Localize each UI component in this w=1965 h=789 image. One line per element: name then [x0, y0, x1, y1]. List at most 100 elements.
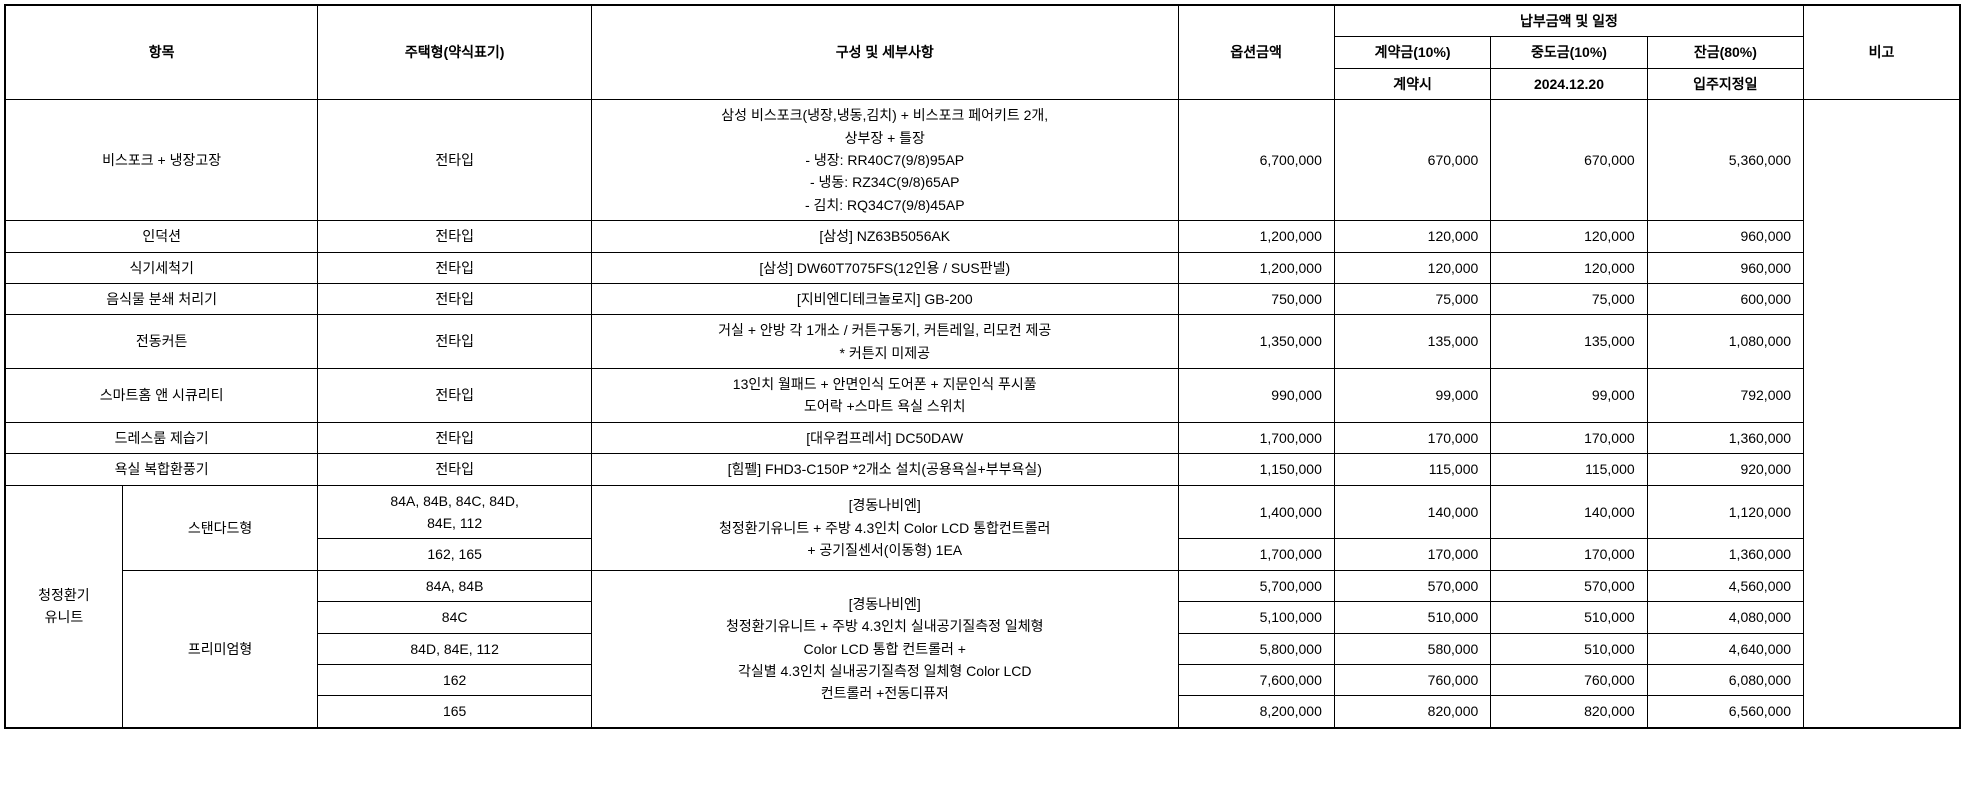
payment2-cell: 120,000 [1491, 221, 1647, 252]
type-cell: 84A, 84B [318, 570, 592, 601]
amount-cell: 5,100,000 [1178, 602, 1334, 633]
payment1-cell: 760,000 [1334, 664, 1490, 695]
amount-cell: 8,200,000 [1178, 696, 1334, 728]
payment1-cell: 75,000 [1334, 283, 1490, 314]
item-cell: 음식물 분쇄 처리기 [5, 283, 318, 314]
payment3-cell: 4,560,000 [1647, 570, 1803, 601]
payment1-cell: 120,000 [1334, 221, 1490, 252]
payment2-cell: 75,000 [1491, 283, 1647, 314]
type-cell: 84D, 84E, 112 [318, 633, 592, 664]
header-payment-schedule: 납부금액 및 일정 [1334, 5, 1803, 37]
item-cell: 드레스룸 제습기 [5, 422, 318, 453]
amount-cell: 990,000 [1178, 369, 1334, 423]
type-cell: 전타입 [318, 221, 592, 252]
payment3-cell: 792,000 [1647, 369, 1803, 423]
payment2-cell: 510,000 [1491, 633, 1647, 664]
payment1-cell: 135,000 [1334, 315, 1490, 369]
header-item: 항목 [5, 5, 318, 100]
payment2-cell: 670,000 [1491, 100, 1647, 221]
type-cell: 전타입 [318, 315, 592, 369]
header-housing-type: 주택형(약식표기) [318, 5, 592, 100]
type-cell: 전타입 [318, 283, 592, 314]
item-cell: 욕실 복합환풍기 [5, 454, 318, 485]
detail-cell: 13인치 월패드 + 안면인식 도어폰 + 지문인식 푸시풀 도어락 +스마트 … [591, 369, 1178, 423]
payment3-cell: 4,640,000 [1647, 633, 1803, 664]
payment1-cell: 120,000 [1334, 252, 1490, 283]
payment3-cell: 4,080,000 [1647, 602, 1803, 633]
detail-cell: [대우컴프레서] DC50DAW [591, 422, 1178, 453]
detail-cell: [경동나비엔] 청정환기유니트 + 주방 4.3인치 Color LCD 통합컨… [591, 485, 1178, 570]
payment3-cell: 1,120,000 [1647, 485, 1803, 539]
header-deposit-time: 계약시 [1334, 68, 1490, 99]
header-interim: 중도금(10%) [1491, 37, 1647, 68]
payment2-cell: 570,000 [1491, 570, 1647, 601]
table-row: 스마트홈 앤 시큐리티 전타입 13인치 월패드 + 안면인식 도어폰 + 지문… [5, 369, 1960, 423]
table-row: 전동커튼 전타입 거실 + 안방 각 1개소 / 커튼구동기, 커튼레일, 리모… [5, 315, 1960, 369]
table-row: 청정환기 유니트 스탠다드형 84A, 84B, 84C, 84D, 84E, … [5, 485, 1960, 539]
amount-cell: 1,400,000 [1178, 485, 1334, 539]
type-cell: 전타입 [318, 100, 592, 221]
header-balance: 잔금(80%) [1647, 37, 1803, 68]
amount-cell: 1,150,000 [1178, 454, 1334, 485]
payment2-cell: 170,000 [1491, 539, 1647, 570]
options-table: 항목 주택형(약식표기) 구성 및 세부사항 옵션금액 납부금액 및 일정 비고… [4, 4, 1961, 729]
payment3-cell: 600,000 [1647, 283, 1803, 314]
table-row: 음식물 분쇄 처리기 전타입 [지비엔디테크놀로지] GB-200 750,00… [5, 283, 1960, 314]
detail-cell: [힘펠] FHD3-C150P *2개소 설치(공용욕실+부부욕실) [591, 454, 1178, 485]
amount-cell: 750,000 [1178, 283, 1334, 314]
payment1-cell: 170,000 [1334, 539, 1490, 570]
type-cell: 162, 165 [318, 539, 592, 570]
header-row-1: 항목 주택형(약식표기) 구성 및 세부사항 옵션금액 납부금액 및 일정 비고 [5, 5, 1960, 37]
payment2-cell: 170,000 [1491, 422, 1647, 453]
detail-cell: 삼성 비스포크(냉장,냉동,김치) + 비스포크 페어키트 2개, 상부장 + … [591, 100, 1178, 221]
amount-cell: 1,700,000 [1178, 422, 1334, 453]
type-cell: 162 [318, 664, 592, 695]
payment3-cell: 1,080,000 [1647, 315, 1803, 369]
table-row: 비스포크 + 냉장고장 전타입 삼성 비스포크(냉장,냉동,김치) + 비스포크… [5, 100, 1960, 221]
item-cell: 인덕션 [5, 221, 318, 252]
header-option-amount: 옵션금액 [1178, 5, 1334, 100]
payment3-cell: 5,360,000 [1647, 100, 1803, 221]
type-cell: 전타입 [318, 252, 592, 283]
payment1-cell: 99,000 [1334, 369, 1490, 423]
subgroup-cell: 프리미엄형 [122, 570, 318, 727]
type-cell: 전타입 [318, 422, 592, 453]
subgroup-cell: 스탠다드형 [122, 485, 318, 570]
type-cell: 84A, 84B, 84C, 84D, 84E, 112 [318, 485, 592, 539]
header-deposit: 계약금(10%) [1334, 37, 1490, 68]
payment1-cell: 570,000 [1334, 570, 1490, 601]
payment2-cell: 99,000 [1491, 369, 1647, 423]
header-details: 구성 및 세부사항 [591, 5, 1178, 100]
payment3-cell: 1,360,000 [1647, 422, 1803, 453]
payment2-cell: 120,000 [1491, 252, 1647, 283]
detail-cell: 거실 + 안방 각 1개소 / 커튼구동기, 커튼레일, 리모컨 제공 * 커튼… [591, 315, 1178, 369]
detail-cell: [지비엔디테크놀로지] GB-200 [591, 283, 1178, 314]
table-row: 욕실 복합환풍기 전타입 [힘펠] FHD3-C150P *2개소 설치(공용욕… [5, 454, 1960, 485]
payment3-cell: 960,000 [1647, 221, 1803, 252]
table-row: 식기세척기 전타입 [삼성] DW60T7075FS(12인용 / SUS판넬)… [5, 252, 1960, 283]
amount-cell: 7,600,000 [1178, 664, 1334, 695]
amount-cell: 1,200,000 [1178, 252, 1334, 283]
table-row: 프리미엄형 84A, 84B [경동나비엔] 청정환기유니트 + 주방 4.3인… [5, 570, 1960, 601]
header-remarks: 비고 [1804, 5, 1960, 100]
amount-cell: 5,800,000 [1178, 633, 1334, 664]
detail-cell: [삼성] DW60T7075FS(12인용 / SUS판넬) [591, 252, 1178, 283]
remarks-cell [1804, 100, 1960, 728]
payment1-cell: 140,000 [1334, 485, 1490, 539]
payment3-cell: 6,080,000 [1647, 664, 1803, 695]
amount-cell: 1,700,000 [1178, 539, 1334, 570]
table-row: 인덕션 전타입 [삼성] NZ63B5056AK 1,200,000 120,0… [5, 221, 1960, 252]
type-cell: 165 [318, 696, 592, 728]
amount-cell: 6,700,000 [1178, 100, 1334, 221]
amount-cell: 1,350,000 [1178, 315, 1334, 369]
table-row: 드레스룸 제습기 전타입 [대우컴프레서] DC50DAW 1,700,000 … [5, 422, 1960, 453]
amount-cell: 5,700,000 [1178, 570, 1334, 601]
payment2-cell: 140,000 [1491, 485, 1647, 539]
header-balance-time: 입주지정일 [1647, 68, 1803, 99]
detail-cell: [삼성] NZ63B5056AK [591, 221, 1178, 252]
header-interim-date: 2024.12.20 [1491, 68, 1647, 99]
payment1-cell: 670,000 [1334, 100, 1490, 221]
item-cell: 식기세척기 [5, 252, 318, 283]
payment1-cell: 170,000 [1334, 422, 1490, 453]
payment3-cell: 960,000 [1647, 252, 1803, 283]
